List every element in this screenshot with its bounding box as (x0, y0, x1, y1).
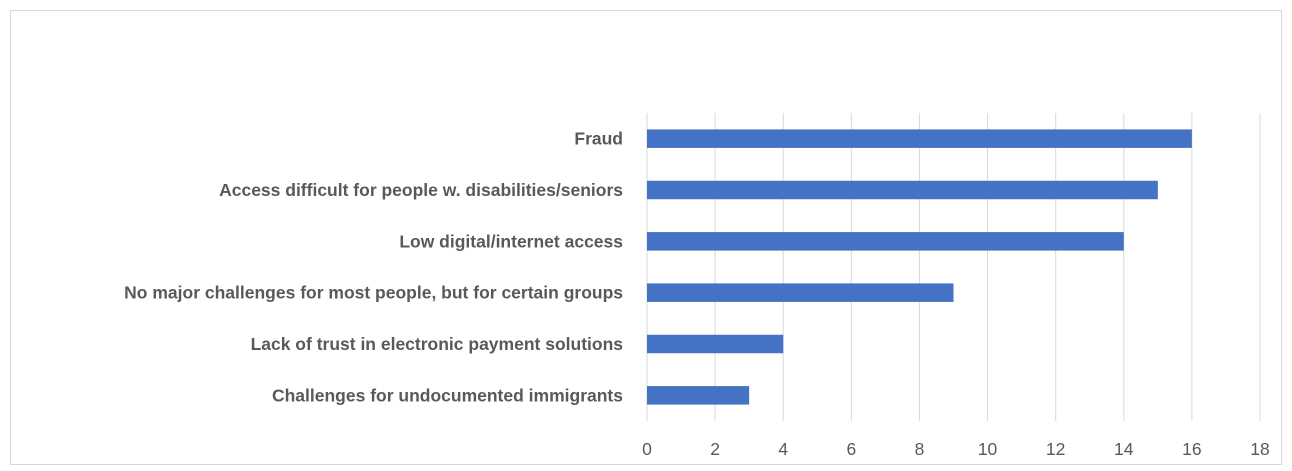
category-label-4: Lack of trust in electronic payment solu… (251, 334, 624, 354)
x-tick-label-4: 8 (915, 439, 925, 459)
x-tick-label-0: 0 (642, 439, 652, 459)
x-tick-label-3: 6 (846, 439, 856, 459)
bars (647, 129, 1192, 405)
x-tick-label-9: 18 (1250, 439, 1269, 459)
bar-2 (647, 232, 1124, 251)
bar-1 (647, 180, 1158, 200)
category-label-5: Challenges for undocumented immigrants (272, 385, 623, 405)
bar-0 (647, 129, 1192, 148)
gridlines (646, 113, 1261, 421)
category-label-3: No major challenges for most people, but… (124, 283, 623, 303)
category-labels: Fraud Access difficult for people w. disa… (124, 129, 623, 406)
x-tick-label-6: 12 (1046, 439, 1065, 459)
bar-5 (647, 386, 750, 405)
x-tick-labels: 0 2 4 6 8 10 12 14 16 18 (642, 439, 1270, 459)
category-label-0: Fraud (574, 129, 623, 149)
category-label-1: Access difficult for people w. disabilit… (219, 180, 623, 200)
x-tick-label-2: 4 (778, 439, 788, 459)
x-tick-label-5: 10 (978, 439, 998, 459)
category-label-2: Low digital/internet access (399, 231, 623, 251)
x-tick-label-7: 14 (1114, 439, 1134, 459)
bar-4 (647, 334, 784, 354)
x-tick-label-8: 16 (1182, 439, 1201, 459)
bar-3 (647, 283, 954, 302)
x-tick-label-1: 2 (710, 439, 720, 459)
